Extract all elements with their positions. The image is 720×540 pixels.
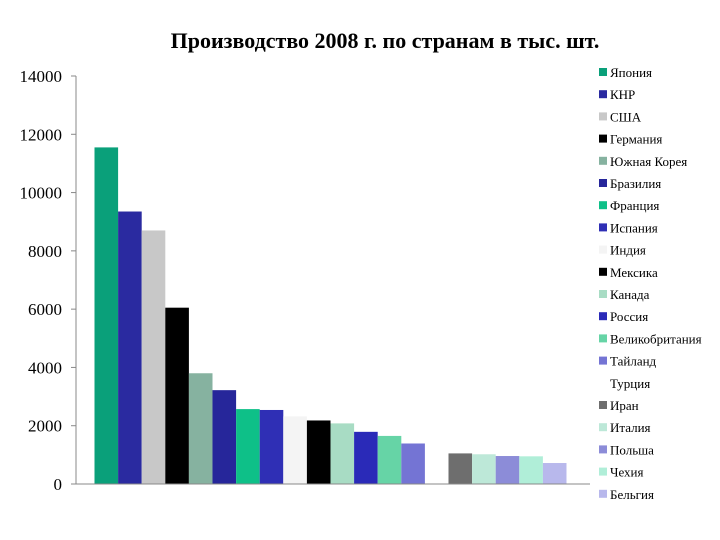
legend-label: Италия bbox=[610, 420, 651, 435]
bar-5 bbox=[188, 373, 213, 484]
bar-18 bbox=[495, 456, 520, 484]
y-tick-label: 2000 bbox=[28, 417, 62, 436]
legend-swatch bbox=[599, 68, 607, 76]
legend-label: Польша bbox=[610, 442, 654, 457]
y-axis-ticks: 0 2000 4000 6000 8000 10000 12000 14000 bbox=[20, 67, 76, 494]
legend-swatch bbox=[599, 223, 607, 232]
y-tick-label: 12000 bbox=[20, 125, 63, 144]
bar-9 bbox=[283, 416, 307, 484]
bar-4 bbox=[165, 307, 189, 484]
bar-7 bbox=[236, 409, 260, 484]
bar-3 bbox=[141, 230, 166, 484]
legend-label: Франция bbox=[610, 198, 659, 213]
bars-group bbox=[94, 147, 567, 484]
bar-16 bbox=[448, 453, 473, 484]
legend-swatch bbox=[599, 90, 607, 99]
legend-swatch bbox=[599, 356, 607, 365]
legend-swatch bbox=[599, 312, 607, 321]
bar-2 bbox=[118, 211, 142, 484]
legend-label: Бразилия bbox=[610, 176, 661, 191]
legend-label: Испания bbox=[610, 220, 658, 235]
y-tick-label: 4000 bbox=[28, 358, 62, 377]
legend-swatch bbox=[599, 401, 607, 409]
legend-label: Мексика bbox=[610, 265, 658, 280]
bar-6 bbox=[212, 390, 237, 484]
legend-swatch bbox=[599, 423, 607, 432]
y-tick-label: 0 bbox=[54, 475, 63, 494]
legend-label: Бельгия bbox=[610, 487, 654, 502]
legend-swatch bbox=[599, 156, 607, 165]
legend-swatch bbox=[599, 201, 607, 210]
legend-label: Япония bbox=[610, 65, 652, 80]
legend-label: США bbox=[610, 109, 642, 124]
legend-label: Чехия bbox=[610, 465, 644, 480]
bar-11 bbox=[330, 423, 355, 484]
legend-label: Индия bbox=[610, 243, 646, 258]
legend-swatch bbox=[599, 112, 607, 121]
bar-13 bbox=[377, 435, 402, 484]
bar-19 bbox=[519, 456, 543, 484]
bar-14 bbox=[401, 443, 425, 484]
legend: Япония КНР США Германия Южная Корея Бразилия Ф… bbox=[599, 65, 702, 502]
y-tick-label: 10000 bbox=[20, 184, 63, 203]
legend-swatch bbox=[599, 489, 607, 498]
legend-label: Великобритания bbox=[610, 331, 702, 346]
legend-label: Иран bbox=[610, 398, 639, 413]
bar-8 bbox=[259, 409, 284, 484]
bar-17 bbox=[472, 454, 496, 484]
legend-label: Турция bbox=[610, 376, 650, 391]
legend-swatch bbox=[599, 467, 607, 476]
legend-swatch bbox=[599, 334, 607, 343]
legend-swatch bbox=[599, 267, 607, 276]
legend-label: Южная Корея bbox=[610, 154, 687, 169]
bar-20 bbox=[542, 463, 567, 484]
legend-swatch bbox=[599, 445, 607, 454]
bar-10 bbox=[306, 420, 331, 484]
legend-swatch bbox=[599, 179, 607, 187]
legend-label: КНР bbox=[610, 87, 635, 102]
legend-label: Россия bbox=[610, 309, 648, 324]
legend-label: Канада bbox=[610, 287, 650, 302]
bar-1 bbox=[94, 147, 119, 484]
y-tick-label: 8000 bbox=[28, 242, 62, 261]
legend-label: Тайланд bbox=[610, 354, 657, 369]
bar-12 bbox=[354, 431, 378, 484]
y-tick-label: 14000 bbox=[20, 67, 63, 86]
y-tick-label: 6000 bbox=[28, 300, 62, 319]
chart-title: Производство 2008 г. по странам в тыс. ш… bbox=[170, 28, 600, 53]
legend-label: Германия bbox=[610, 132, 662, 147]
legend-swatch bbox=[599, 245, 607, 254]
legend-swatch bbox=[599, 290, 607, 298]
legend-swatch bbox=[599, 134, 607, 143]
